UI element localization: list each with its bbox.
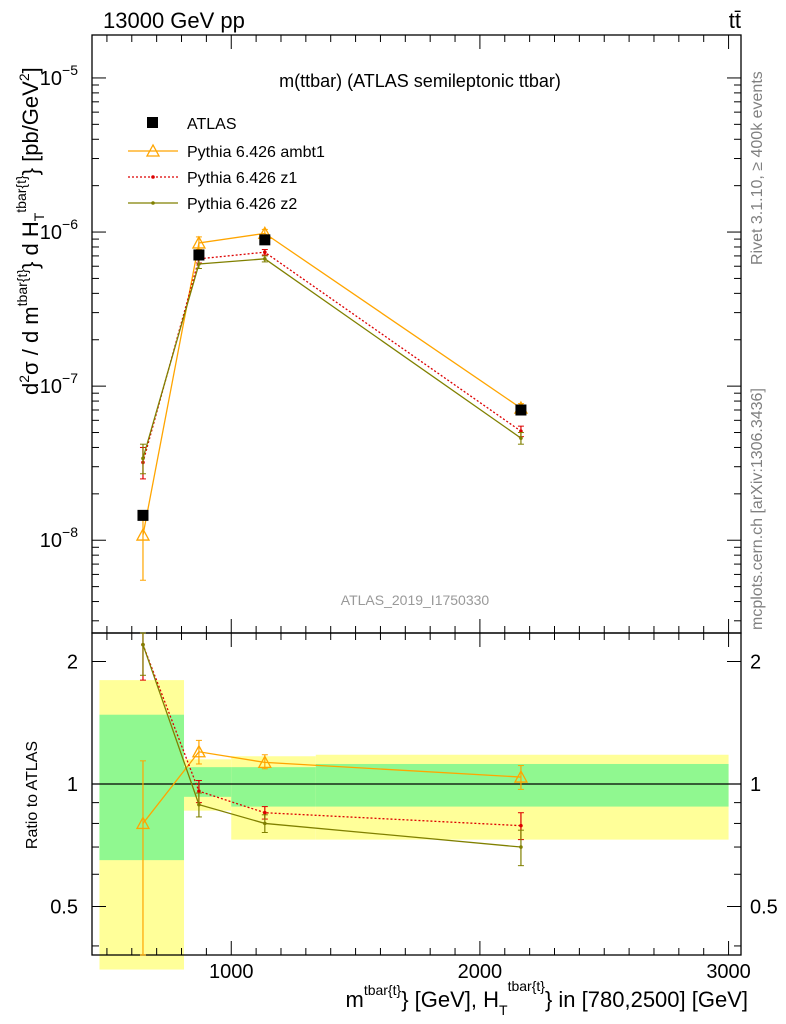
- ratio-marker-2-1: [197, 802, 201, 807]
- main-plot: 10−810−710−610−5: [40, 34, 742, 634]
- legend-marker-z1: [151, 175, 155, 179]
- x-label-b: } [GeV], H: [401, 987, 499, 1012]
- ratio-marker-0-1: [191, 744, 207, 758]
- y-label-c-sup: tbar{t}: [13, 175, 29, 213]
- header-left: 13000 GeV pp: [103, 8, 245, 33]
- ratio-tick-label-right-1: 1: [750, 774, 761, 796]
- ratio-marker-1-2: [263, 810, 267, 815]
- ratio-stat-band-3: [315, 763, 729, 807]
- header-right: tt̄: [729, 8, 741, 33]
- y-label-c: } d H: [18, 221, 43, 269]
- ratio-marker-2-2: [263, 821, 267, 826]
- x-label-b-sub: T: [499, 1002, 508, 1018]
- main-marker-0-0: [135, 527, 151, 541]
- x-axis-label: mtbar{t}} [GeV], HTtbar{t}} in [780,2500…: [345, 978, 748, 1018]
- y-tick-exp-1: −7: [62, 370, 78, 386]
- y-label-a: d: [18, 383, 43, 395]
- atlas-marker-3: [515, 404, 527, 416]
- ratio-tick-label-left-2: 2: [67, 652, 78, 674]
- ratio-marker-2-3: [519, 845, 523, 849]
- main-marker-2-2: [263, 257, 267, 261]
- atlas-marker-0: [137, 509, 149, 521]
- y-tick-exp-3: −5: [62, 62, 78, 78]
- atlas-marker-2: [259, 234, 271, 246]
- main-marker-0-1: [191, 235, 207, 249]
- legend-label-z2: Pythia 6.426 z2: [187, 196, 297, 213]
- y-tick-label-3: 10−5: [40, 62, 78, 90]
- y-tick-label-1: 10−7: [40, 370, 78, 398]
- x-tick-label-2000: 2000: [458, 961, 503, 983]
- main-series-line-0: [142, 232, 522, 536]
- main-series-line-1: [142, 251, 522, 463]
- x-label-c: } in [780,2500] [GeV]: [545, 987, 748, 1012]
- y-tick-base-2: 10: [40, 222, 62, 244]
- ratio-series-line-2: [142, 644, 521, 848]
- main-marker-2-0: [141, 456, 145, 461]
- y-label-a-sup: 2: [16, 375, 32, 383]
- main-series-line-2: [142, 258, 522, 459]
- y-label-e: ]: [18, 67, 43, 73]
- x-tick-label-1000: 1000: [209, 961, 254, 983]
- legend-label-ambt1: Pythia 6.426 ambt1: [187, 144, 325, 161]
- ratio-stat-band-0: [99, 714, 185, 861]
- y-tick-label-2: 10−6: [40, 216, 78, 244]
- x-tick-label-3000: 3000: [706, 961, 751, 983]
- y-tick-label-0: 10−8: [40, 524, 78, 552]
- ratio-tick-label-right-0: 0.5: [750, 896, 778, 918]
- y-label-d-sup: 2: [16, 73, 32, 81]
- y-label-d: } [pb/GeV: [18, 81, 43, 176]
- ratio-tick-label-left-1: 1: [67, 774, 78, 796]
- ratio-series-line-0: [142, 751, 521, 824]
- main-marker-2-3: [519, 436, 523, 440]
- y-tick-base-3: 10: [40, 68, 62, 90]
- ratio-marker-1-1: [197, 789, 201, 794]
- y-tick-exp-2: −6: [62, 216, 78, 232]
- legend-marker-z2: [151, 201, 155, 205]
- legend-label-z1: Pythia 6.426 z1: [187, 170, 297, 187]
- ratio-y-label: Ratio to ATLAS: [24, 741, 41, 849]
- ratio-marker-0-0: [135, 816, 151, 830]
- y-tick-base-0: 10: [40, 530, 62, 552]
- rivet-label: Rivet 3.1.10, ≥ 400k events: [749, 71, 766, 265]
- ratio-tick-label-right-2: 2: [750, 652, 761, 674]
- legend: ATLAS Pythia 6.426 ambt1 Pythia 6.426 z1…: [128, 116, 325, 213]
- ratio-tick-label-left-0: 0.5: [50, 896, 78, 918]
- ratio-marker-0-3: [513, 769, 529, 783]
- x-label-b-sup: tbar{t}: [508, 978, 546, 994]
- ratio-plot: 1000 2000 3000 0.5 0.5 1 1 2 2: [50, 632, 778, 983]
- ratio-marker-1-3: [519, 823, 523, 828]
- ratio-stat-band-2: [231, 767, 316, 807]
- y-label-c-sub: T: [31, 212, 47, 221]
- analysis-watermark: ATLAS_2019_I1750330: [341, 592, 490, 608]
- mcplots-label: mcplots.cern.ch [arXiv:1306.3436]: [749, 388, 766, 630]
- legend-marker-ambt1: [145, 143, 161, 157]
- legend-label-atlas: ATLAS: [187, 116, 237, 133]
- ratio-marker-0-2: [257, 755, 272, 769]
- y-tick-base-1: 10: [40, 376, 62, 398]
- x-label-a-sup: tbar{t}: [364, 982, 402, 998]
- y-label-b: σ / d m: [18, 306, 43, 375]
- ratio-frame: [91, 632, 742, 956]
- y-tick-exp-0: −8: [62, 524, 78, 540]
- main-marker-1-2: [263, 250, 267, 254]
- y-axis-label: d2σ / d mtbar{t}} d HTtbar{t}} [pb/GeV2]: [13, 67, 47, 395]
- main-marker-2-1: [197, 262, 201, 266]
- atlas-marker-1: [193, 249, 205, 261]
- x-label-a: m: [345, 987, 363, 1012]
- ratio-marker-2-0: [141, 642, 145, 647]
- legend-marker-atlas: [147, 117, 158, 128]
- chart-title: m(ttbar) (ATLAS semileptonic ttbar): [279, 71, 561, 91]
- y-label-b-sup: tbar{t}: [14, 269, 30, 307]
